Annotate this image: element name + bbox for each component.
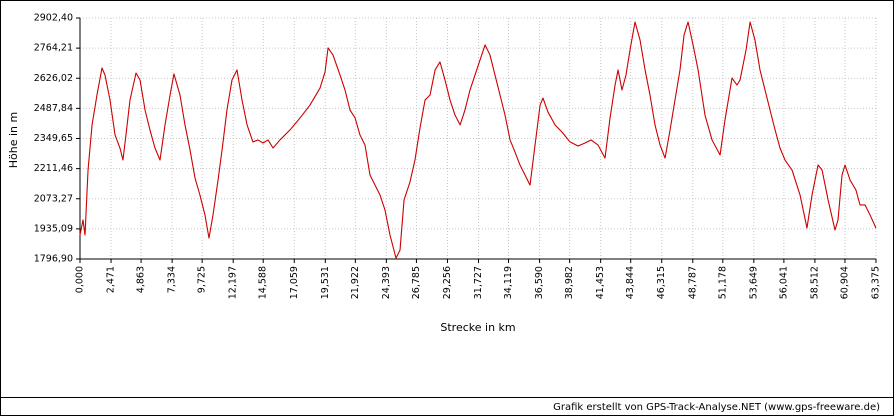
x-tick-label: 43,844	[625, 266, 636, 299]
x-tick-label: 24,393	[381, 266, 392, 299]
x-tick-label: 19,531	[320, 266, 331, 299]
x-tick-label: 41,453	[595, 266, 606, 299]
x-tick-label: 12,197	[228, 266, 239, 299]
y-tick-label: 2764,21	[34, 43, 73, 54]
x-tick-label: 7,334	[167, 266, 178, 293]
x-tick-label: 53,649	[748, 266, 759, 299]
x-tick-label: 36,590	[534, 266, 545, 299]
x-tick-label: 63,375	[871, 266, 882, 299]
elevation-line	[79, 21, 877, 259]
y-tick-label: 1796,90	[34, 254, 73, 265]
footer: Grafik erstellt von GPS-Track-Analyse.NE…	[553, 402, 880, 413]
x-tick-label: 0,000	[75, 266, 86, 293]
y-axis-label: Höhe in m	[7, 112, 20, 168]
x-tick-label: 38,982	[564, 266, 575, 299]
x-tick-label: 58,512	[809, 266, 820, 299]
x-tick-label: 29,256	[442, 266, 453, 299]
y-tick-label: 2211,46	[34, 163, 73, 174]
y-tick-label: 2349,65	[34, 133, 73, 144]
x-tick-label: 4,863	[136, 266, 147, 293]
y-tick-label: 2073,27	[34, 193, 73, 204]
x-tick-label: 56,041	[778, 266, 789, 299]
y-tick-label: 2487,84	[34, 103, 73, 114]
x-tick-label: 2,471	[106, 266, 117, 293]
x-tick-label: 60,904	[839, 266, 850, 299]
x-tick-label: 26,785	[411, 266, 422, 299]
x-tick-label: 9,725	[197, 266, 208, 293]
x-tick-label: 51,178	[717, 266, 728, 299]
x-tick-label: 46,315	[656, 266, 667, 299]
y-tick-label: 2902,40	[34, 13, 73, 24]
x-tick-label: 48,787	[687, 266, 698, 299]
y-tick-label: 1935,09	[34, 223, 73, 234]
x-tick-label: 17,059	[289, 266, 300, 299]
x-axis-label: Strecke in km	[440, 321, 515, 334]
x-tick-label: 21,922	[350, 266, 361, 299]
y-tick-label: 2626,02	[34, 73, 73, 84]
x-tick-label: 14,588	[258, 266, 269, 299]
x-tick-label: 34,119	[503, 266, 514, 299]
x-tick-label: 31,727	[473, 266, 484, 299]
